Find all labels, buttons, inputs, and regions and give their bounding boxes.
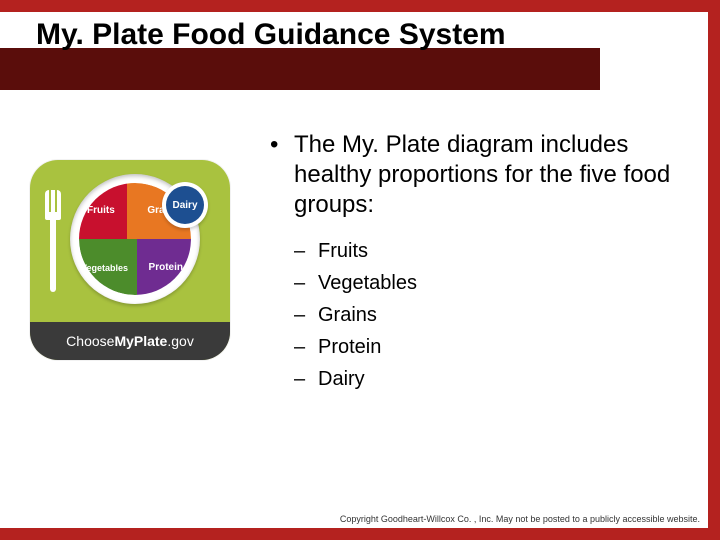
list-item: – Vegetables xyxy=(294,270,690,296)
copyright-text: Copyright Goodheart-Willcox Co. , Inc. M… xyxy=(340,514,700,524)
main-bullet-text: The My. Plate diagram includes healthy p… xyxy=(294,130,690,220)
fork-icon xyxy=(44,190,62,300)
list-item: – Fruits xyxy=(294,238,690,264)
badge-footer-suffix: .gov xyxy=(167,333,193,349)
badge-footer: ChooseMyPlate.gov xyxy=(30,322,230,360)
list-item: – Dairy xyxy=(294,366,690,392)
plate-label-vegetables: Vegetables xyxy=(81,263,128,273)
dash-icon: – xyxy=(294,238,318,264)
sub-bullet-text: Grains xyxy=(318,302,377,328)
plate-label-protein: Protein xyxy=(149,262,183,273)
dairy-cup: Dairy xyxy=(162,182,208,228)
slide: { "colors": { "frame_red": "#b4221f", "t… xyxy=(0,0,720,540)
plate-diagram: Fruits Grains Vegetables Protein Dairy xyxy=(70,174,200,304)
sub-bullet-text: Vegetables xyxy=(318,270,417,296)
bullet-dot-icon: • xyxy=(270,130,294,220)
text-column: • The My. Plate diagram includes healthy… xyxy=(260,130,690,500)
badge-footer-bold: MyPlate xyxy=(114,333,167,349)
badge-footer-prefix: Choose xyxy=(66,333,114,349)
image-column: Fruits Grains Vegetables Protein Dairy C… xyxy=(30,130,260,500)
main-bullet: • The My. Plate diagram includes healthy… xyxy=(270,130,690,220)
list-item: – Protein xyxy=(294,334,690,360)
myplate-badge: Fruits Grains Vegetables Protein Dairy C… xyxy=(30,160,230,360)
dash-icon: – xyxy=(294,302,318,328)
dash-icon: – xyxy=(294,366,318,392)
plate-label-fruits: Fruits xyxy=(87,205,115,216)
content-area: Fruits Grains Vegetables Protein Dairy C… xyxy=(30,130,690,500)
list-item: – Grains xyxy=(294,302,690,328)
dash-icon: – xyxy=(294,270,318,296)
plate-label-dairy: Dairy xyxy=(166,186,204,224)
sub-bullet-text: Dairy xyxy=(318,366,365,392)
sub-bullet-text: Protein xyxy=(318,334,381,360)
sub-bullet-list: – Fruits – Vegetables – Grains – Protein… xyxy=(270,238,690,392)
title-bar xyxy=(0,48,600,90)
dash-icon: – xyxy=(294,334,318,360)
slide-title: My. Plate Food Guidance System xyxy=(36,18,506,52)
sub-bullet-text: Fruits xyxy=(318,238,368,264)
